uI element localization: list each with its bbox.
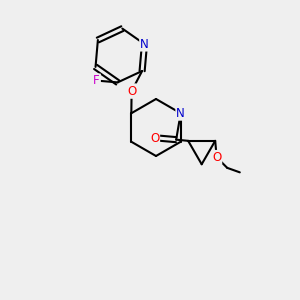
Text: O: O [150,132,159,145]
Text: N: N [176,107,185,120]
Text: O: O [127,85,136,98]
Text: O: O [212,151,221,164]
Text: O: O [127,85,136,98]
Text: N: N [140,38,149,51]
Text: F: F [93,74,100,87]
